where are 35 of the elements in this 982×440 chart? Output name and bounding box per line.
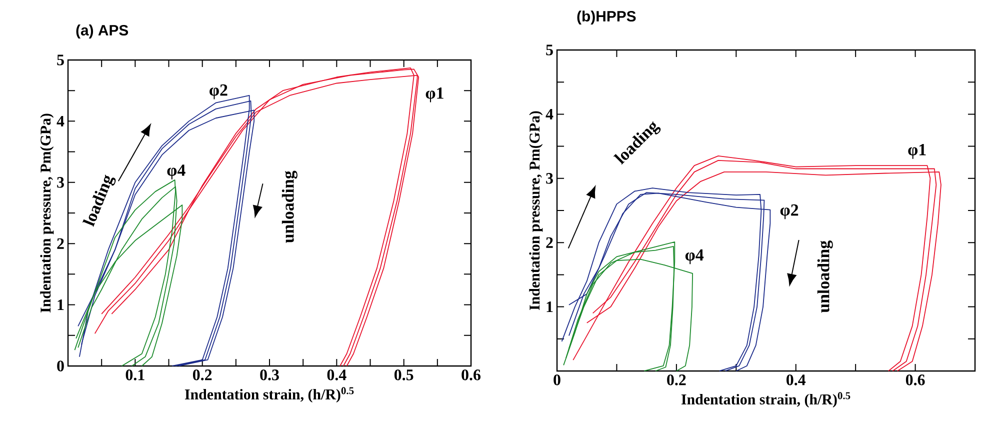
x-tick-label: 0.4 <box>327 370 346 380</box>
annotation: unloading <box>282 170 298 243</box>
x-tick-label: 0.5 <box>394 370 414 380</box>
y-tick-label: 5 <box>546 44 553 56</box>
y-tick-label: 3 <box>546 173 553 184</box>
y-tick-label: 1 <box>546 302 553 312</box>
x-axis-title: Indentation strain, (h/R)$^{0.5}$ <box>184 387 354 403</box>
x-axis-title: Indentation strain, (h/R)$^{0.5}$ <box>681 392 850 408</box>
y-tick-label: 4 <box>546 108 554 120</box>
y-tick-label: 4 <box>56 116 64 126</box>
y-tick-label: 0 <box>57 360 64 372</box>
x-tick-label: 0 <box>554 374 560 386</box>
x-tick-label: 0.4 <box>786 374 806 386</box>
x-tick-label: 0.1 <box>126 370 144 380</box>
x-tick-label: 0.6 <box>906 374 925 386</box>
x-tick-label: 0.2 <box>192 370 212 380</box>
annotation: φ2 <box>780 204 798 220</box>
y-tick-label: 5 <box>57 54 64 66</box>
y-tick-label: 1 <box>58 300 64 310</box>
x-tick-label: 0.6 <box>462 370 480 380</box>
y-axis-title: Indentation pressure, Pm(GPa) <box>40 114 54 312</box>
chart-title: (b)HPPS <box>577 10 636 24</box>
y-tick-label: 2 <box>546 237 553 248</box>
annotation: unloading <box>817 240 833 313</box>
annotation: φ2 <box>210 84 228 100</box>
y-tick-label: 2 <box>57 238 64 249</box>
chart-title: (a) APS <box>76 24 128 38</box>
annotation: φ1 <box>908 144 926 159</box>
annotation: φ4 <box>167 164 186 180</box>
annotation: φ4 <box>685 249 704 264</box>
x-tick-label: 0.2 <box>667 374 686 386</box>
annotation: φ1 <box>426 87 444 102</box>
x-tick-label: 0.3 <box>260 370 279 380</box>
y-tick-label: 3 <box>57 177 64 188</box>
y-axis-title: Indentation pressure, Pm(GPa) <box>529 111 543 310</box>
